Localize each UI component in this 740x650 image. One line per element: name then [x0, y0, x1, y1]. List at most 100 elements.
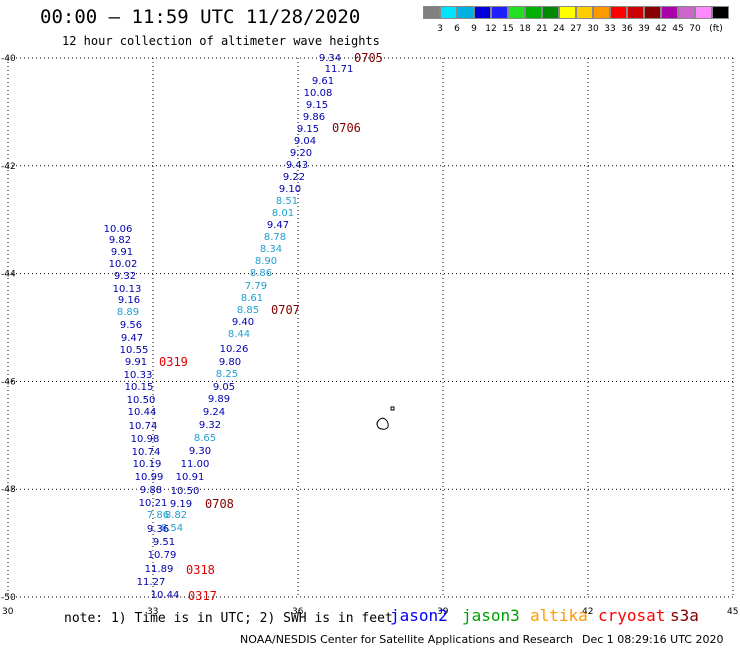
swh-value: 9.47: [267, 220, 289, 231]
swh-value: 8.44: [228, 329, 250, 340]
generated-timestamp: Dec 1 08:29:16 UTC 2020: [582, 633, 724, 646]
lon-tick-label: 30: [2, 607, 14, 617]
swh-value: 11.71: [325, 64, 354, 75]
swh-value: 10.19: [133, 459, 162, 470]
swh-value: 10.98: [131, 434, 160, 445]
legend-label: 3: [437, 24, 443, 34]
swh-value: 9.32: [199, 420, 221, 431]
swh-value: 10.02: [109, 259, 138, 270]
swh-value: 9.19: [170, 499, 192, 510]
legend-label: 21: [536, 24, 548, 34]
swh-value: 8.25: [216, 369, 238, 380]
swh-value: 9.47: [121, 333, 143, 344]
map-subtitle: 12 hour collection of altimeter wave hei…: [62, 34, 380, 48]
swh-value: 9.86: [303, 112, 325, 123]
swh-value: 9.91: [111, 247, 133, 258]
swh-value: 9.43: [286, 160, 308, 171]
swh-value: 9.22: [283, 172, 305, 183]
satellite-s3a: s3a: [670, 606, 699, 625]
swh-value: 8.89: [117, 307, 139, 318]
swh-value: 11.89: [145, 564, 174, 575]
legend-label: 39: [638, 24, 650, 34]
swh-value: 9.20: [290, 148, 312, 159]
swh-value: 9.05: [213, 382, 235, 393]
legend-label: 24: [553, 24, 565, 34]
swh-value: 8.51: [276, 196, 298, 207]
swh-value: 9.34: [319, 53, 341, 64]
lon-tick-label: 39: [437, 607, 449, 617]
map-title: 00:00 – 11:59 UTC 11/28/2020: [40, 6, 361, 28]
swh-value: 9.51: [153, 537, 175, 548]
lat-tick-label: -46: [1, 377, 16, 387]
pass-time-label: 0317: [188, 589, 217, 603]
swh-value: 10.99: [135, 472, 164, 483]
legend-label: 12: [485, 24, 497, 34]
swh-value: 10.74: [132, 447, 161, 458]
legend-swatch: [678, 6, 695, 19]
legend-swatch: [610, 6, 627, 19]
legend-swatch: [695, 6, 712, 19]
islet-outline: [390, 406, 395, 411]
swh-value: 8.54: [161, 523, 183, 534]
swh-value: 9.04: [294, 136, 316, 147]
lat-tick-label: -50: [1, 593, 16, 603]
legend-label: 33: [604, 24, 616, 34]
swh-value: 10.26: [220, 344, 249, 355]
legend-swatch: [508, 6, 525, 19]
swh-value: 10.13: [113, 284, 142, 295]
legend-label: 18: [519, 24, 531, 34]
legend-swatch: [525, 6, 542, 19]
swh-value: 10.21: [139, 498, 168, 509]
swh-value: 10.50: [127, 395, 156, 406]
swh-value: 9.40: [232, 317, 254, 328]
swh-value: 9.24: [203, 407, 225, 418]
lat-tick-label: -48: [1, 485, 16, 495]
legend-swatch: [712, 6, 729, 19]
lon-tick-label: 45: [727, 607, 738, 617]
swh-value: 9.30: [189, 446, 211, 457]
lat-tick-label: -42: [1, 162, 16, 172]
swh-value: 8.34: [260, 244, 282, 255]
satellite-jason2: jason2: [390, 606, 448, 625]
legend-swatch: [627, 6, 644, 19]
satellite-cryosat: cryosat: [598, 606, 666, 625]
swh-value: 8.65: [194, 433, 216, 444]
swh-value: 9.56: [120, 320, 142, 331]
legend-swatch: [593, 6, 610, 19]
legend-label: 9: [471, 24, 477, 34]
swh-value: 8.78: [264, 232, 286, 243]
legend-label: 6: [454, 24, 460, 34]
swh-value: 9.80: [219, 357, 241, 368]
swh-value: 10.55: [120, 345, 149, 356]
swh-value: 10.74: [129, 421, 158, 432]
swh-value: 10.06: [104, 224, 133, 235]
swh-value: 10.44: [151, 590, 180, 601]
swh-value: 9.88: [140, 485, 162, 496]
swh-value: 10.91: [176, 472, 205, 483]
lat-tick-label: -44: [1, 270, 16, 280]
legend-swatch: [661, 6, 678, 19]
legend-swatch: [491, 6, 508, 19]
legend-swatch: [457, 6, 474, 19]
swh-value: 9.16: [118, 295, 140, 306]
legend-label: 45: [672, 24, 684, 34]
swh-value: 9.91: [125, 357, 147, 368]
swh-value: 10.50: [171, 486, 200, 497]
lon-tick-label: 33: [147, 607, 158, 617]
legend-label: 42: [655, 24, 667, 34]
swh-value: 7.86: [147, 510, 169, 521]
satellite-jason3: jason3: [462, 606, 520, 625]
legend-label: 36: [621, 24, 633, 34]
swh-value: 8.90: [255, 256, 277, 267]
legend-swatch: [576, 6, 593, 19]
lon-tick-label: 36: [292, 607, 304, 617]
swh-value: 11.27: [137, 577, 166, 588]
credit-line: NOAA/NESDIS Center for Satellite Applica…: [240, 633, 574, 646]
swh-value: 8.86: [250, 268, 272, 279]
swh-value: 9.82: [109, 235, 131, 246]
swh-value: 10.15: [125, 382, 154, 393]
swh-value: 9.89: [208, 394, 230, 405]
legend-label: (ft): [709, 24, 723, 34]
pass-time-label: 0318: [186, 563, 215, 577]
legend-label: 70: [689, 24, 701, 34]
